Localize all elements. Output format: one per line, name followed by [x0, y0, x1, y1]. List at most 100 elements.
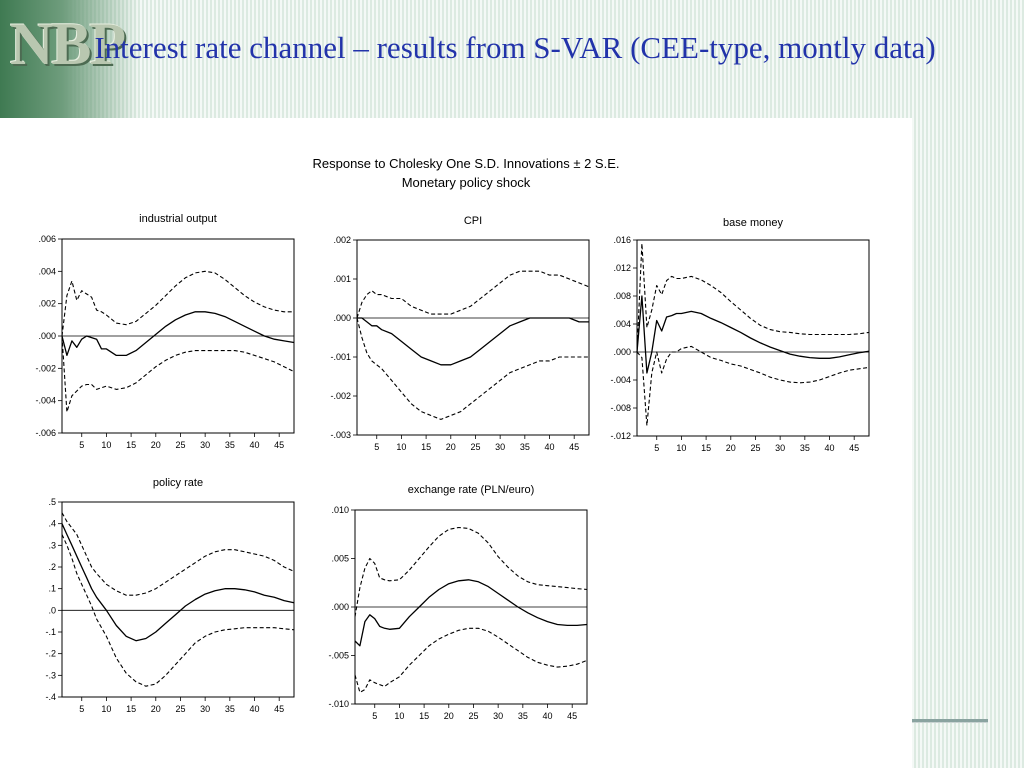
- response-line: [61, 311, 295, 357]
- plot-frame: [356, 239, 590, 436]
- x-tick-label: 35: [518, 711, 528, 721]
- subplot-title: industrial output: [139, 213, 217, 225]
- confidence-band-line: [61, 512, 295, 596]
- y-tick-label: .002: [333, 235, 351, 245]
- y-tick-label: .000: [333, 313, 351, 323]
- x-tick-label: 25: [470, 442, 480, 452]
- slide-title: Interest rate channel – results from S-V…: [94, 30, 936, 65]
- y-tick-label: -.1: [45, 627, 56, 637]
- response-line: [636, 295, 870, 374]
- confidence-band-line: [354, 526, 588, 617]
- y-tick-label: .004: [613, 319, 631, 329]
- y-tick-label: .016: [613, 235, 631, 245]
- x-tick-label: 15: [126, 704, 136, 714]
- impulse-response-figure: Response to Cholesky One S.D. Innovation…: [35, 156, 870, 721]
- x-tick-label: 20: [446, 442, 456, 452]
- x-tick-label: 35: [225, 704, 235, 714]
- y-tick-label: .008: [613, 291, 631, 301]
- confidence-band-line: [61, 270, 294, 337]
- figure-title-line1: Response to Cholesky One S.D. Innovation…: [312, 156, 619, 171]
- x-tick-label: 20: [151, 440, 161, 450]
- x-tick-label: 35: [800, 443, 810, 453]
- plot-frame: [61, 501, 295, 698]
- x-tick-label: 40: [250, 440, 260, 450]
- subplot-title: policy rate: [153, 477, 203, 489]
- x-tick-label: 30: [200, 440, 210, 450]
- x-tick-label: 10: [676, 443, 686, 453]
- y-tick-label: -.008: [610, 403, 631, 413]
- response-line: [61, 523, 295, 642]
- x-tick-label: 10: [101, 440, 111, 450]
- y-tick-label: .010: [331, 505, 349, 515]
- x-tick-label: 5: [654, 443, 659, 453]
- confidence-band-line: [636, 345, 870, 427]
- response-line: [357, 317, 589, 366]
- x-tick-label: 40: [250, 704, 260, 714]
- y-tick-label: -.002: [35, 363, 56, 373]
- confidence-band-line: [636, 242, 870, 353]
- y-tick-label: -.3: [45, 670, 56, 680]
- confidence-band-line: [354, 627, 588, 693]
- y-tick-label: .012: [613, 263, 631, 273]
- y-tick-label: -.004: [35, 396, 56, 406]
- x-tick-label: 10: [394, 711, 404, 721]
- y-tick-label: .3: [48, 540, 56, 550]
- confidence-band-line: [61, 534, 295, 687]
- x-tick-label: 40: [543, 711, 553, 721]
- subplot-title: base money: [723, 217, 783, 229]
- y-tick-label: -.006: [35, 428, 56, 438]
- x-tick-label: 45: [274, 440, 284, 450]
- y-tick-label: .5: [48, 497, 56, 507]
- subplot-4: policy rate .5 .4 .3 .2 .1 .0 -.1 -.2 -.3 -.4 5 10 15…: [45, 477, 295, 714]
- y-tick-label: -.010: [328, 699, 349, 709]
- logo-band: [0, 0, 140, 118]
- y-tick-label: -.2: [45, 649, 56, 659]
- y-tick-label: .001: [333, 274, 351, 284]
- y-tick-label: .005: [331, 554, 349, 564]
- x-tick-label: 20: [151, 704, 161, 714]
- x-tick-label: 30: [775, 443, 785, 453]
- x-tick-label: 35: [225, 440, 235, 450]
- y-tick-label: .000: [613, 347, 631, 357]
- x-tick-label: 5: [79, 704, 84, 714]
- subplot-1: industrial output .006 .004 .002 .000 -.002 -.…: [35, 213, 295, 450]
- y-tick-label: -.012: [610, 431, 631, 441]
- y-tick-label: .2: [48, 562, 56, 572]
- plot-frame: [636, 239, 870, 437]
- y-tick-label: -.003: [330, 430, 351, 440]
- x-tick-label: 5: [374, 442, 379, 452]
- subplot-title: exchange rate (PLN/euro): [408, 484, 535, 496]
- x-tick-label: 15: [701, 443, 711, 453]
- response-line: [354, 579, 588, 647]
- x-tick-label: 25: [175, 440, 185, 450]
- x-tick-label: 20: [444, 711, 454, 721]
- y-tick-label: .000: [331, 602, 349, 612]
- nbp-logo: NBP: [10, 11, 126, 77]
- confidence-band-line: [356, 317, 589, 420]
- figure-title-line2: Monetary policy shock: [402, 175, 531, 190]
- y-tick-label: -.002: [330, 391, 351, 401]
- x-tick-label: 5: [372, 711, 377, 721]
- y-tick-label: -.005: [328, 651, 349, 661]
- y-tick-label: -.004: [610, 375, 631, 385]
- subplot-5: exchange rate (PLN/euro) .010 .005 .000 -.00…: [328, 484, 588, 721]
- confidence-band-line: [61, 335, 295, 413]
- y-tick-label: -.001: [330, 352, 351, 362]
- x-tick-label: 15: [419, 711, 429, 721]
- x-tick-label: 5: [79, 440, 84, 450]
- x-tick-label: 30: [495, 442, 505, 452]
- x-tick-label: 15: [421, 442, 431, 452]
- y-tick-label: .002: [38, 299, 56, 309]
- x-tick-label: 40: [825, 443, 835, 453]
- confidence-band-line: [356, 270, 590, 319]
- x-tick-label: 35: [520, 442, 530, 452]
- x-tick-label: 10: [101, 704, 111, 714]
- accent-line: [912, 719, 988, 722]
- subplot-2: CPI .002 .001 .000 -.001 -.002 -.003 5 10 15 20 25 3…: [330, 215, 590, 452]
- x-tick-label: 30: [493, 711, 503, 721]
- x-tick-label: 45: [274, 704, 284, 714]
- y-tick-label: .0: [48, 605, 56, 615]
- y-tick-label: .006: [38, 234, 56, 244]
- y-tick-label: .000: [38, 331, 56, 341]
- y-tick-label: .4: [48, 519, 56, 529]
